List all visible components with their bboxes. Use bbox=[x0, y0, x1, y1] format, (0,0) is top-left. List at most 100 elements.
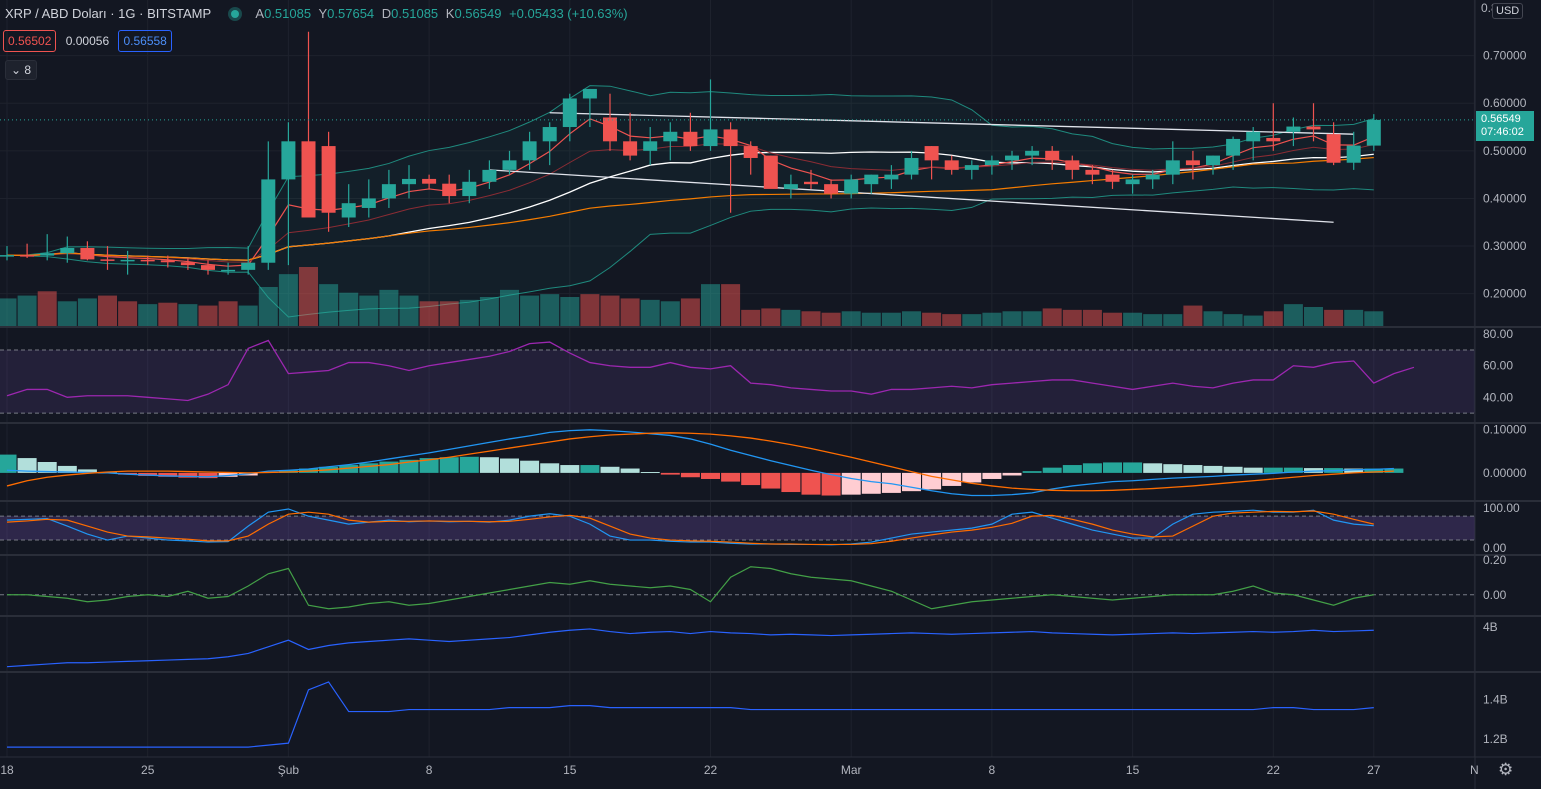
candle-body bbox=[301, 141, 316, 218]
candle[interactable] bbox=[341, 184, 356, 228]
price-tick-label: 0.70000 bbox=[1483, 49, 1527, 63]
candle[interactable] bbox=[1045, 146, 1060, 170]
trendline-lower bbox=[489, 169, 1334, 223]
candle[interactable] bbox=[1085, 165, 1100, 185]
candle[interactable] bbox=[1105, 169, 1120, 189]
candle[interactable] bbox=[924, 146, 939, 180]
symbol-title[interactable]: XRP / ABD Doları · 1G · BITSTAMP bbox=[5, 6, 211, 21]
bar-countdown: 07:46:02 bbox=[1481, 126, 1524, 138]
oscillator-line bbox=[7, 566, 1374, 610]
candle[interactable] bbox=[482, 160, 497, 189]
candle[interactable] bbox=[984, 155, 999, 175]
candle[interactable] bbox=[1326, 122, 1341, 166]
candle[interactable] bbox=[1185, 150, 1200, 180]
candle[interactable] bbox=[763, 155, 778, 189]
candle-body bbox=[160, 260, 175, 263]
candle[interactable] bbox=[824, 179, 839, 199]
candle[interactable] bbox=[1286, 117, 1301, 147]
candle[interactable] bbox=[904, 150, 919, 180]
candle[interactable] bbox=[1125, 174, 1140, 194]
candle[interactable] bbox=[160, 255, 175, 268]
candle[interactable] bbox=[381, 169, 396, 208]
candle[interactable] bbox=[402, 165, 416, 199]
candle[interactable] bbox=[623, 112, 638, 161]
candle[interactable] bbox=[241, 246, 256, 275]
settings-gear-icon[interactable]: ⚙ bbox=[1498, 760, 1514, 779]
candle[interactable] bbox=[462, 169, 477, 204]
sell-price-button[interactable]: 0.56502 bbox=[3, 30, 57, 52]
rsi-band-fill bbox=[0, 349, 1475, 414]
volume-bar bbox=[902, 311, 921, 327]
candle[interactable] bbox=[221, 262, 236, 275]
volume-bar bbox=[379, 289, 399, 327]
candle[interactable] bbox=[1145, 169, 1160, 189]
candle[interactable] bbox=[1005, 150, 1019, 170]
candle[interactable] bbox=[542, 122, 557, 166]
candle[interactable] bbox=[40, 234, 55, 261]
candle[interactable] bbox=[1306, 103, 1321, 142]
macd-histogram-bar bbox=[198, 472, 218, 479]
candle-body bbox=[20, 255, 35, 257]
volume-bar bbox=[1123, 312, 1143, 327]
volume-bar bbox=[680, 298, 700, 327]
candle[interactable] bbox=[1366, 114, 1381, 151]
candle[interactable] bbox=[321, 131, 336, 232]
candle[interactable] bbox=[361, 179, 376, 218]
candle[interactable] bbox=[562, 93, 577, 142]
candle-body bbox=[140, 259, 155, 262]
candle[interactable] bbox=[944, 155, 959, 175]
candle[interactable] bbox=[743, 141, 758, 175]
candle[interactable] bbox=[1206, 155, 1220, 175]
quote-boxes: 0.56502 0.00056 0.56558 bbox=[3, 30, 174, 52]
candle[interactable] bbox=[301, 31, 316, 218]
candle[interactable] bbox=[1246, 127, 1261, 161]
macd-histogram-bar bbox=[439, 457, 459, 473]
candle[interactable] bbox=[1065, 155, 1080, 180]
candle[interactable] bbox=[120, 250, 135, 275]
candle[interactable] bbox=[80, 241, 95, 261]
time-tick-label: 8 bbox=[426, 763, 433, 777]
candle[interactable] bbox=[643, 127, 658, 166]
candle[interactable] bbox=[603, 93, 617, 151]
macd-histogram-bar bbox=[218, 472, 238, 477]
candle-body bbox=[462, 181, 477, 197]
candle[interactable] bbox=[522, 131, 537, 170]
candle[interactable] bbox=[180, 257, 195, 270]
buy-price-button[interactable]: 0.56558 bbox=[118, 30, 172, 52]
candle-body bbox=[201, 265, 215, 270]
volume-bar bbox=[198, 305, 218, 327]
candle[interactable] bbox=[60, 236, 75, 263]
candle[interactable] bbox=[964, 160, 979, 180]
candle[interactable] bbox=[723, 122, 738, 213]
candle[interactable] bbox=[201, 260, 215, 275]
candle[interactable] bbox=[0, 246, 14, 261]
candle[interactable] bbox=[140, 255, 155, 266]
candle[interactable] bbox=[783, 174, 798, 199]
candle[interactable] bbox=[804, 169, 818, 189]
candle[interactable] bbox=[582, 88, 597, 128]
candle[interactable] bbox=[884, 165, 899, 189]
candle[interactable] bbox=[1165, 141, 1180, 185]
volume-bar bbox=[620, 298, 640, 327]
candle[interactable] bbox=[663, 122, 678, 161]
candle[interactable] bbox=[703, 79, 718, 151]
candle[interactable] bbox=[1346, 131, 1361, 170]
candle[interactable] bbox=[1025, 146, 1040, 166]
candle[interactable] bbox=[422, 174, 437, 189]
volume-indicator-tick-label: 1.2B bbox=[1483, 732, 1508, 746]
indicators-toggle-button[interactable]: ⌄ 8 bbox=[5, 60, 38, 80]
candle[interactable] bbox=[20, 243, 35, 258]
candle[interactable] bbox=[1226, 136, 1241, 170]
candle[interactable] bbox=[261, 141, 276, 270]
candle[interactable] bbox=[844, 174, 859, 199]
currency-button[interactable]: USD bbox=[1492, 3, 1524, 19]
candle[interactable] bbox=[864, 174, 879, 194]
candle[interactable] bbox=[442, 174, 457, 204]
candle[interactable] bbox=[683, 112, 698, 151]
candle[interactable] bbox=[281, 122, 296, 266]
candle[interactable] bbox=[1266, 103, 1281, 151]
candle[interactable] bbox=[100, 246, 115, 270]
candle[interactable] bbox=[502, 150, 517, 175]
candle-body bbox=[884, 174, 899, 180]
